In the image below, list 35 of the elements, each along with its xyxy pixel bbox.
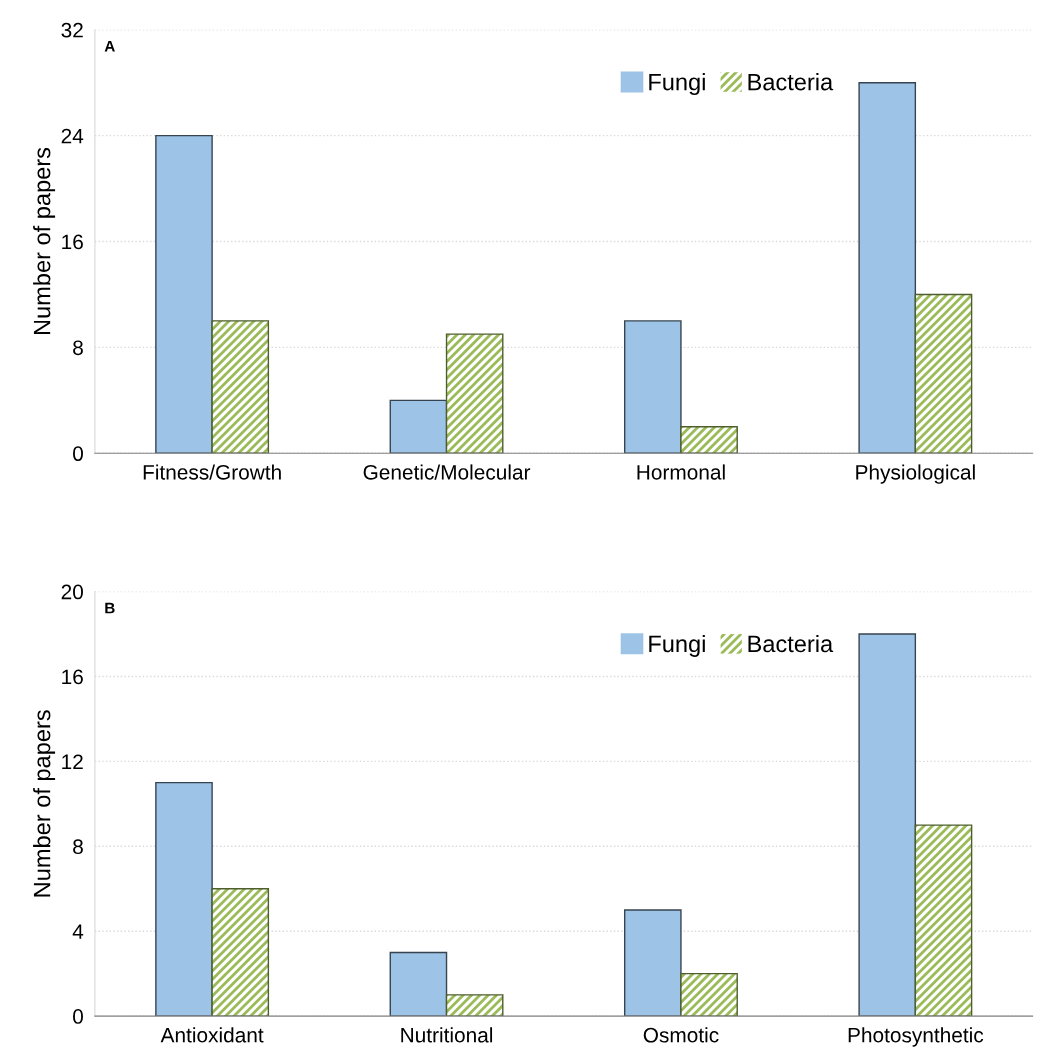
bar — [389, 951, 448, 1017]
y-tick-label: 16 — [62, 669, 83, 685]
legend-label: Fungi — [649, 634, 705, 657]
bar — [858, 82, 917, 454]
x-tick-label: Genetic/Molecular — [363, 464, 531, 480]
y-axis-title: Number of papers — [33, 710, 56, 897]
legend-label: Bacteria — [748, 73, 834, 91]
x-tick-label: Fitness/Growth — [143, 464, 281, 480]
bar — [389, 399, 448, 454]
y-axis-title: Number of papers — [33, 147, 56, 335]
y-tick-label: 8 — [73, 839, 83, 855]
x-tick-label: Photosynthetic — [848, 1027, 984, 1047]
bar — [623, 320, 682, 454]
annotation: A — [104, 40, 115, 52]
bar — [155, 134, 213, 454]
legend-label: Fungi — [649, 73, 705, 96]
y-tick-label: 24 — [61, 128, 84, 144]
x-tick-label: Osmotic — [643, 1027, 719, 1043]
bar — [858, 633, 917, 1017]
bar — [155, 781, 213, 1017]
bar — [623, 909, 682, 1017]
legend-label: Bacteria — [748, 634, 834, 653]
y-tick-label: 4 — [72, 924, 84, 939]
x-tick-label: Hormonal — [637, 464, 725, 480]
y-tick-label: 32 — [61, 22, 83, 38]
y-tick-label: 12 — [62, 754, 83, 769]
annotation: B — [105, 602, 115, 614]
y-tick-label: 20 — [61, 584, 83, 600]
y-tick-label: 8 — [73, 340, 83, 356]
x-tick-label: Physiological — [856, 464, 975, 484]
x-tick-label: Nutritional — [401, 1027, 493, 1043]
x-tick-label: Antioxidant — [160, 1027, 264, 1043]
y-tick-label: 0 — [73, 446, 83, 462]
y-tick-label: 16 — [62, 234, 83, 250]
y-tick-label: 0 — [73, 1009, 83, 1024]
